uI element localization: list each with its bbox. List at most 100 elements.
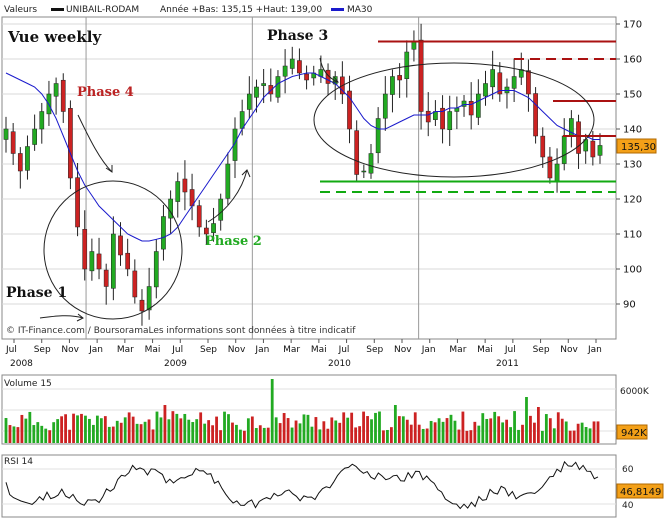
candle-body (75, 177, 80, 228)
candle-body (597, 145, 603, 156)
volume-bar (28, 411, 32, 443)
volume-bar (159, 417, 163, 443)
volume-bar (24, 418, 28, 443)
candle-body (254, 86, 259, 98)
volume-bar (580, 422, 584, 443)
volume-bar (107, 426, 111, 443)
candle-body (218, 198, 224, 221)
volume-bar (60, 416, 64, 443)
candle-body (82, 229, 88, 270)
volume-bar (211, 425, 215, 443)
volume-bars (4, 379, 600, 443)
volume-bar (235, 424, 238, 443)
phase1-label: Phase 1 (6, 285, 67, 301)
candle-body (60, 79, 66, 112)
phase4-arrow (77, 114, 113, 173)
candle-body (261, 83, 266, 86)
volume-bar (84, 415, 87, 443)
volume-bar (358, 426, 362, 443)
volume-bar (548, 418, 552, 443)
volume-bar (306, 414, 310, 443)
candle-body (418, 39, 424, 112)
volume-bar (88, 418, 91, 443)
volume-bar (56, 419, 60, 443)
volume-bar (568, 430, 572, 443)
volume-bar (175, 413, 179, 443)
volume-bar (382, 430, 385, 443)
volume-bar (501, 422, 505, 443)
volume-bar (278, 423, 282, 443)
month-label: Jul (5, 345, 17, 355)
candle-body (239, 111, 245, 129)
volume-bar (457, 429, 461, 443)
volume-bar (537, 407, 540, 443)
candle-body (118, 235, 123, 256)
volume-bar (552, 428, 556, 443)
volume-bar (592, 421, 596, 443)
candle-body (540, 135, 546, 158)
candle-body (440, 107, 445, 130)
volume-bar (544, 414, 548, 443)
volume-bar (99, 418, 103, 443)
rsi-line (5, 460, 599, 510)
month-label: Nov (394, 345, 412, 355)
volume-bar (123, 417, 127, 443)
volume-bar (40, 425, 44, 443)
volume-bar (469, 430, 473, 443)
candles (3, 23, 603, 326)
volume-bar (250, 416, 254, 443)
volume-bar (588, 428, 592, 443)
volume-bar (342, 412, 346, 443)
volume-bar (370, 419, 373, 443)
candle-body (53, 83, 59, 97)
volume-bar (302, 414, 306, 443)
candle-body (533, 93, 538, 137)
price-tick-label: 90 (623, 300, 636, 311)
month-label: Jan (421, 345, 436, 355)
volume-bar (449, 414, 453, 443)
price-tick-label: 160 (623, 55, 642, 66)
volume-bar (350, 412, 354, 443)
volume-title: Volume 15 (4, 379, 52, 389)
volume-bar (441, 421, 445, 443)
volume-bar (266, 427, 270, 443)
volume-bar (310, 426, 314, 443)
volume-bar (525, 397, 528, 443)
rsi-tick-40: 40 (622, 501, 634, 511)
volume-bar (505, 419, 509, 443)
candle-body (361, 170, 367, 173)
month-label: Sep (34, 345, 51, 355)
candle-body (354, 130, 360, 175)
volume-bar (179, 418, 183, 443)
volume-bar (322, 421, 326, 443)
volume-bar (401, 416, 405, 443)
rsi-badge (616, 483, 664, 499)
volume-bar (223, 411, 226, 443)
volume-bar (203, 423, 207, 443)
volume-bar (445, 418, 449, 443)
volume-bar (274, 417, 278, 443)
last-price-value: 135,30 (621, 142, 656, 153)
volume-bar (529, 415, 532, 443)
year-label: 2008 (10, 359, 33, 369)
candle-body (282, 65, 288, 77)
candle-body (3, 128, 9, 140)
volume-bar (429, 420, 433, 443)
volume-bar (338, 422, 342, 443)
phase2-label: Phase 2 (205, 234, 262, 249)
ma30-swatch (331, 8, 344, 11)
candle-body (146, 286, 152, 311)
candle-body (425, 110, 431, 123)
volume-bar (298, 423, 302, 443)
volume-bar (20, 414, 24, 443)
month-label: Jul (504, 345, 516, 355)
month-label: Sep (200, 345, 217, 355)
month-label: Jan (587, 345, 602, 355)
volume-bar (48, 430, 52, 443)
candle-body (289, 58, 295, 69)
volume-bar (143, 421, 147, 443)
legend-ma: MA30 (347, 5, 373, 15)
price-panel (1, 16, 617, 340)
volume-bar (147, 419, 151, 443)
candle-body (175, 181, 181, 202)
